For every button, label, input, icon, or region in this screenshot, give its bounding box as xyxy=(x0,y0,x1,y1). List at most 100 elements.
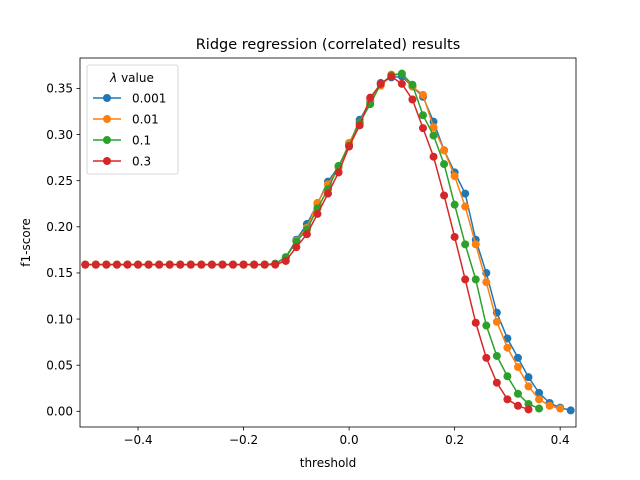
data-point xyxy=(302,230,311,239)
data-point xyxy=(81,260,90,269)
y-axis: 0.00 0.05 0.10 0.15 0.20 0.25 0.30 0.35 xyxy=(46,82,80,419)
y-tick-label: 0.05 xyxy=(46,358,73,372)
data-point xyxy=(429,131,438,140)
data-point xyxy=(524,399,533,408)
y-tick-label: 0.30 xyxy=(46,128,73,142)
data-point xyxy=(165,260,174,269)
data-point xyxy=(144,260,153,269)
series-layer xyxy=(81,69,575,415)
data-point xyxy=(292,243,301,252)
data-point xyxy=(471,318,480,327)
legend-entry-0.001: 0.001 xyxy=(93,91,166,105)
data-point xyxy=(281,256,290,265)
data-point xyxy=(503,334,512,343)
data-point xyxy=(112,260,121,269)
data-point xyxy=(450,172,459,181)
y-tick-label: 0.20 xyxy=(46,220,73,234)
x-axis: −0.4 −0.2 0.0 0.2 0.4 xyxy=(123,427,570,447)
data-point xyxy=(260,260,269,269)
data-point xyxy=(450,232,459,241)
data-point xyxy=(440,160,449,169)
data-point xyxy=(482,321,491,330)
data-point xyxy=(492,317,501,326)
data-point xyxy=(566,406,575,415)
data-point xyxy=(197,260,206,269)
legend-marker xyxy=(103,136,111,144)
data-point xyxy=(345,142,354,151)
legend-title: λ value xyxy=(109,71,154,85)
data-point xyxy=(429,123,438,132)
plot-frame xyxy=(79,57,577,428)
legend: λ value 0.001 0.01 0.1 0.3 xyxy=(86,64,179,175)
data-point xyxy=(91,260,100,269)
data-point xyxy=(102,260,111,269)
data-point xyxy=(492,351,501,360)
legend-entry-0.1: 0.1 xyxy=(93,133,151,147)
legend-label: 0.1 xyxy=(132,133,151,147)
data-point xyxy=(482,278,491,287)
data-point xyxy=(513,401,522,410)
data-point xyxy=(397,79,406,88)
data-point xyxy=(134,260,143,269)
data-point xyxy=(524,382,533,391)
legend-marker xyxy=(103,157,111,165)
data-point xyxy=(250,260,259,269)
data-point xyxy=(524,373,533,382)
data-point xyxy=(440,146,449,155)
chart-title: Ridge regression (correlated) results xyxy=(196,37,461,53)
data-point xyxy=(176,260,185,269)
data-point xyxy=(418,111,427,120)
data-point xyxy=(239,260,248,269)
data-point xyxy=(207,260,216,269)
data-point xyxy=(376,79,385,88)
data-point xyxy=(513,363,522,372)
data-point xyxy=(313,209,322,218)
x-tick-label: 0.0 xyxy=(340,433,359,447)
data-point xyxy=(355,121,364,130)
data-point xyxy=(450,200,459,209)
data-point xyxy=(155,260,164,269)
data-point xyxy=(545,401,554,410)
legend-entry-0.01: 0.01 xyxy=(93,112,159,126)
legend-title-text: value xyxy=(117,71,154,85)
y-tick-label: 0.15 xyxy=(46,266,73,280)
data-point xyxy=(418,90,427,99)
data-point xyxy=(271,260,280,269)
y-tick-label: 0.00 xyxy=(46,405,73,419)
data-point xyxy=(461,202,470,211)
x-tick-label: 0.2 xyxy=(445,433,464,447)
data-point xyxy=(471,275,480,284)
y-tick-label: 0.35 xyxy=(46,82,73,96)
data-point xyxy=(503,395,512,404)
legend-label: 0.001 xyxy=(132,91,166,105)
legend-label: 0.01 xyxy=(132,112,159,126)
data-point xyxy=(440,191,449,200)
data-point xyxy=(186,260,195,269)
data-point xyxy=(503,372,512,381)
data-point xyxy=(535,395,544,404)
y-axis-label: f1-score xyxy=(19,218,33,266)
data-point xyxy=(429,152,438,161)
data-point xyxy=(418,124,427,133)
data-point xyxy=(461,240,470,249)
data-point xyxy=(387,72,396,81)
data-point xyxy=(408,95,417,104)
y-tick-label: 0.25 xyxy=(46,174,73,188)
data-point xyxy=(535,388,544,397)
data-point xyxy=(123,260,132,269)
data-point xyxy=(334,168,343,177)
data-point xyxy=(461,275,470,284)
series-0.3 xyxy=(81,72,533,414)
data-point xyxy=(513,389,522,398)
legend-marker xyxy=(103,94,111,102)
data-point xyxy=(471,240,480,249)
legend-entry-0.3: 0.3 xyxy=(93,154,151,168)
data-point xyxy=(492,378,501,387)
x-tick-label: −0.2 xyxy=(229,433,258,447)
x-tick-label: 0.4 xyxy=(551,433,570,447)
x-tick-label: −0.4 xyxy=(123,433,152,447)
legend-title-symbol: λ xyxy=(109,71,117,85)
data-point xyxy=(524,405,533,414)
data-point xyxy=(461,189,470,198)
y-tick-label: 0.10 xyxy=(46,312,73,326)
